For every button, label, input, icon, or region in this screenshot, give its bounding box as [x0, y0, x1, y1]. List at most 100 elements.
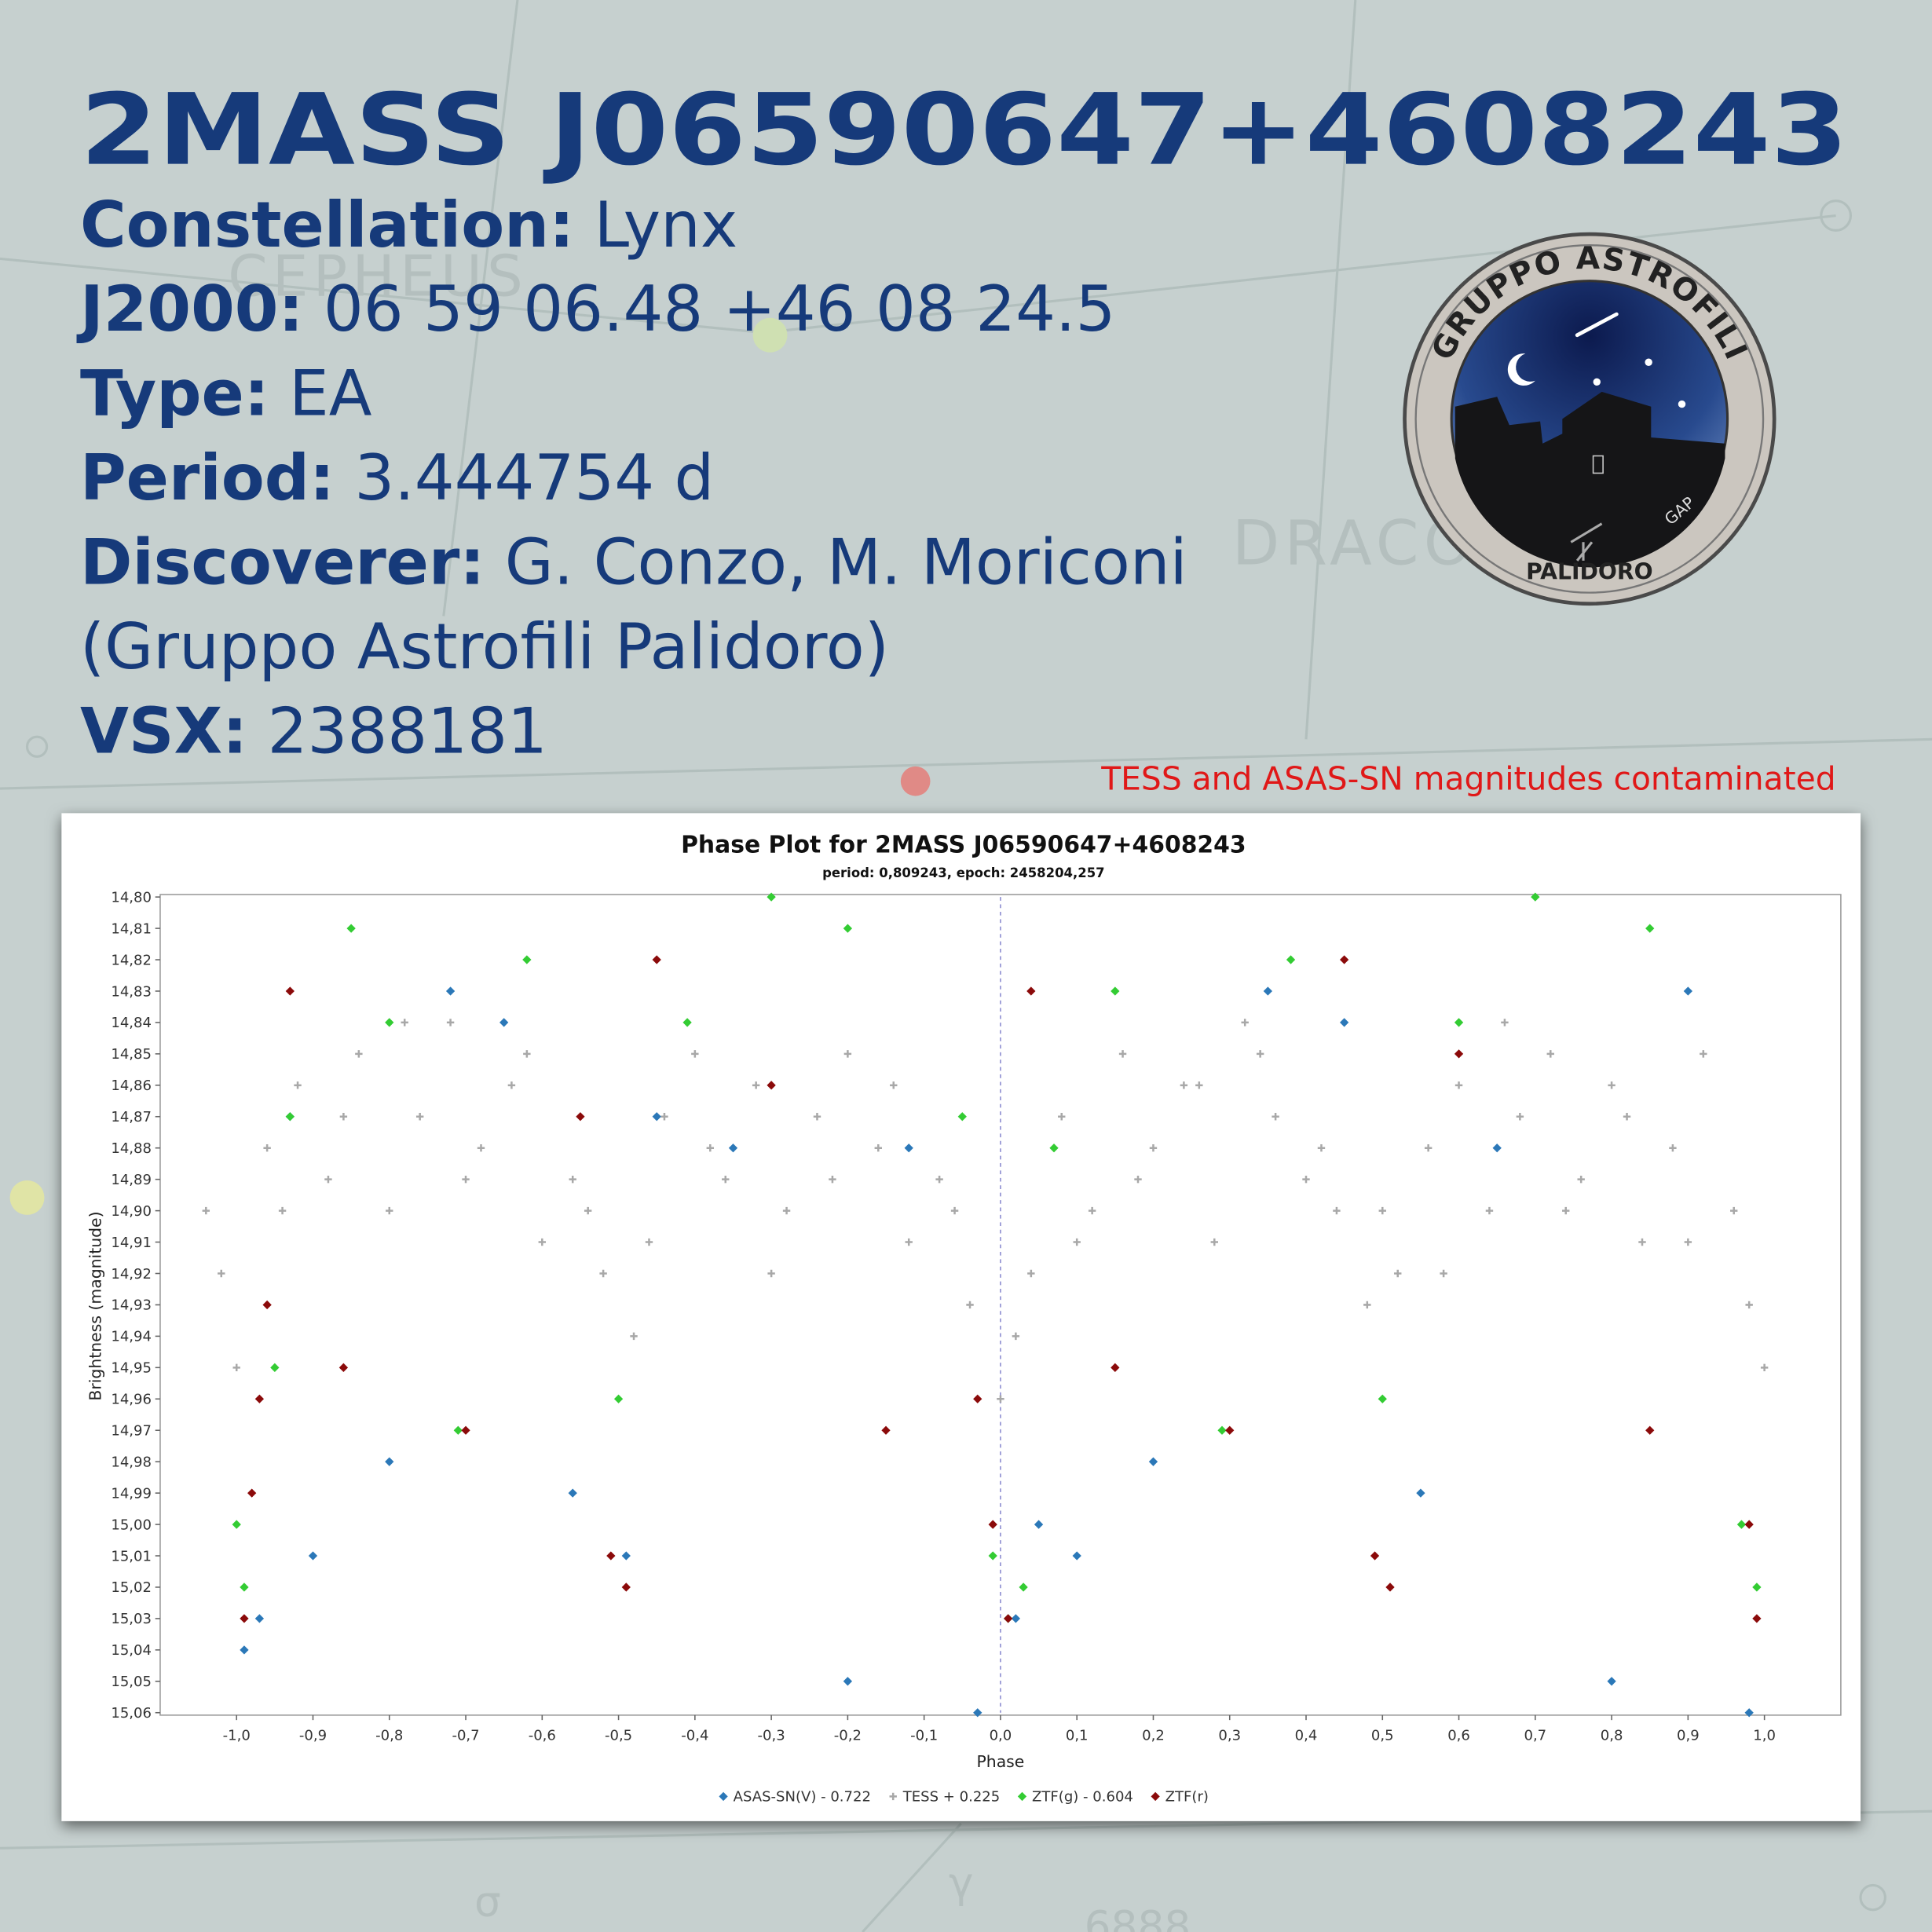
poster-title: 2MASS J06590647+4608243 — [80, 72, 1848, 188]
point — [1111, 986, 1120, 996]
point — [905, 1238, 913, 1246]
point — [1027, 1269, 1035, 1278]
point — [645, 1238, 653, 1246]
point — [1684, 1238, 1692, 1246]
point — [1333, 1206, 1341, 1215]
legend-marker — [889, 1792, 897, 1801]
point — [1011, 1614, 1021, 1623]
point — [1744, 1708, 1754, 1718]
y-tick-label: 14,94 — [111, 1329, 152, 1345]
point — [599, 1269, 607, 1278]
point — [240, 1614, 249, 1623]
point — [1180, 1081, 1188, 1089]
y-tick-label: 15,03 — [111, 1611, 152, 1627]
point — [232, 1363, 240, 1372]
point — [1608, 1081, 1615, 1089]
point — [254, 1394, 265, 1403]
info-value: Lynx — [595, 188, 738, 262]
legend-marker — [1017, 1791, 1027, 1802]
y-tick-label: 14,83 — [111, 983, 152, 1000]
point — [904, 1143, 913, 1153]
info-label: Discoverer: — [80, 526, 485, 599]
y-tick-label: 14,87 — [111, 1109, 152, 1125]
point — [767, 1269, 775, 1278]
point — [324, 1175, 332, 1184]
y-tick-label: 14,99 — [111, 1485, 152, 1502]
legend-item: ZTF(g) - 0.604 — [1017, 1789, 1133, 1806]
point — [1026, 986, 1036, 996]
point — [1378, 1394, 1387, 1403]
y-tick-label: 14,81 — [111, 920, 152, 937]
point — [538, 1238, 547, 1246]
bg-label: CEPHEUS — [228, 244, 528, 310]
info-line: Type: EA — [80, 357, 372, 430]
point — [462, 1175, 470, 1184]
legend: ASAS-SN(V) - 0.722 TESS + 0.225 ZTF(g) - 0… — [719, 1789, 1209, 1806]
point — [973, 1394, 982, 1403]
star-marker — [9, 1180, 45, 1215]
point — [584, 1206, 592, 1215]
point — [1195, 1081, 1203, 1089]
point — [874, 1144, 883, 1152]
point — [1378, 1206, 1386, 1215]
point — [1492, 1143, 1502, 1153]
point — [660, 1113, 668, 1121]
y-tick-label: 14,92 — [111, 1266, 152, 1283]
y-tick-label: 14,85 — [111, 1046, 152, 1063]
y-tick-label: 15,04 — [111, 1642, 152, 1659]
point — [843, 1677, 853, 1686]
point — [1118, 1050, 1127, 1058]
bg-label: DRACO — [1232, 508, 1477, 580]
point — [1058, 1113, 1066, 1121]
point — [339, 1113, 348, 1121]
x-tick-label: 0,1 — [1066, 1727, 1089, 1744]
point — [997, 1395, 1004, 1403]
legend-item: ASAS-SN(V) - 0.722 — [719, 1789, 871, 1806]
point — [523, 1050, 531, 1058]
point — [752, 1081, 760, 1089]
point — [1286, 955, 1296, 964]
x-tick-label: -1,0 — [223, 1727, 251, 1744]
point — [1485, 1206, 1494, 1215]
point — [338, 1363, 349, 1372]
point — [1760, 1363, 1769, 1372]
point — [1363, 1301, 1371, 1309]
y-tick-label: 15,01 — [111, 1548, 152, 1564]
point — [254, 1614, 265, 1623]
x-tick-label: -0,6 — [529, 1727, 556, 1744]
point — [691, 1050, 699, 1058]
y-tick-label: 14,88 — [111, 1140, 152, 1157]
point — [1004, 1614, 1013, 1623]
info-label: J2000: — [76, 273, 303, 346]
info-label: VSX: — [80, 695, 247, 768]
point — [1339, 1018, 1349, 1027]
info-line: Constellation: Lynx — [80, 188, 737, 262]
point — [1516, 1113, 1524, 1121]
point — [1317, 1144, 1326, 1152]
point — [1546, 1050, 1554, 1058]
point — [728, 1143, 738, 1153]
point — [767, 892, 776, 902]
point — [386, 1206, 393, 1215]
point — [1577, 1175, 1585, 1184]
y-tick-label: 14,82 — [111, 952, 152, 968]
point — [682, 1018, 692, 1027]
x-tick-label: 0,9 — [1677, 1727, 1700, 1744]
legend-label: ASAS-SN(V) - 0.722 — [734, 1789, 871, 1806]
y-tick-label: 14,89 — [111, 1172, 152, 1188]
point — [240, 1645, 249, 1655]
point — [957, 1112, 967, 1122]
info-line: (Gruppo Astrofili Palidoro) — [80, 610, 889, 683]
legend-marker — [1151, 1791, 1160, 1802]
background-labels: CEPHEUS DRACO σ γ 6888 — [228, 244, 1477, 1932]
point — [355, 1050, 363, 1058]
point — [1302, 1175, 1310, 1184]
point — [1454, 1018, 1464, 1027]
point — [767, 1081, 776, 1090]
x-tick-label: -0,8 — [375, 1727, 403, 1744]
info-value: G. Conzo, M. Moriconi — [505, 526, 1187, 599]
x-tick-label: -0,9 — [299, 1727, 327, 1744]
point — [507, 1081, 516, 1089]
